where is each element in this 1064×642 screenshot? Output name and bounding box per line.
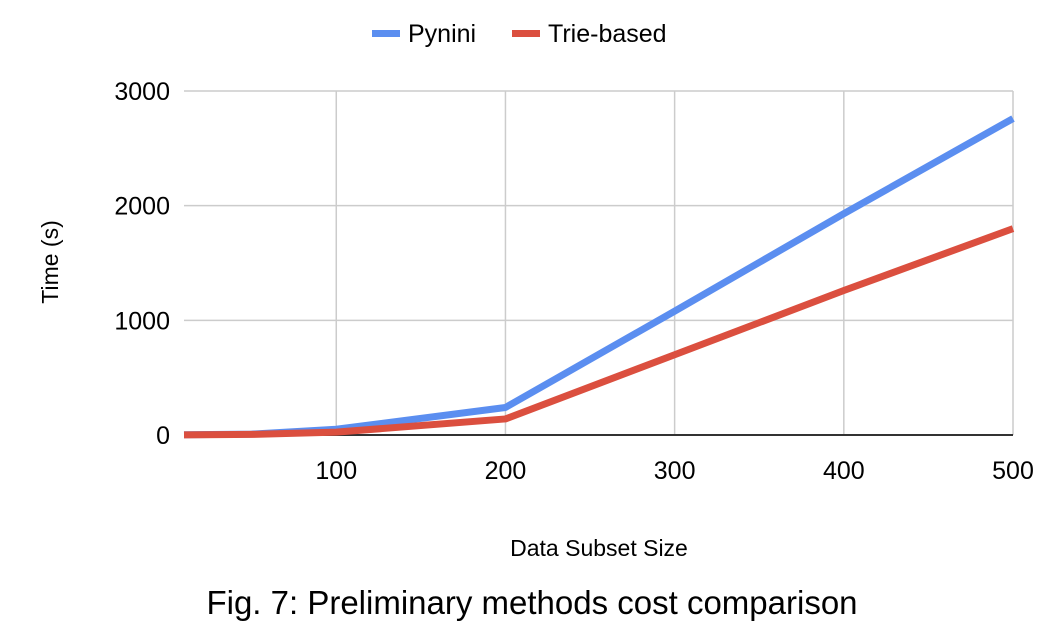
x-tick-label: 500 (992, 457, 1034, 485)
series-lines (183, 115, 1015, 439)
y-axis-ticks: 0 1000 2000 3000 (114, 78, 170, 450)
x-axis-title: Data Subset Size (510, 535, 688, 561)
series-line-trie-based (183, 225, 1015, 439)
legend-swatch (372, 30, 400, 37)
legend-label: Trie-based (548, 20, 667, 48)
grid-lines (184, 90, 1014, 435)
y-tick-label: 0 (156, 422, 170, 450)
legend-swatch (512, 30, 540, 37)
line-chart: 100 200 300 400 500 0 1000 2000 3000 Pynini Trie… (37, 20, 1034, 561)
legend-label: Pynini (408, 20, 476, 48)
y-tick-label: 1000 (114, 307, 170, 335)
y-axis-title: Time (s) (37, 220, 63, 303)
x-axis-ticks: 100 200 300 400 500 (315, 457, 1033, 485)
x-tick-label: 300 (654, 457, 696, 485)
y-tick-label: 3000 (114, 78, 170, 106)
legend: Pynini Trie-based (372, 20, 667, 48)
x-tick-label: 400 (823, 457, 865, 485)
x-tick-label: 200 (485, 457, 527, 485)
x-tick-label: 100 (315, 457, 357, 485)
figure-caption: Fig. 7: Preliminary methods cost compari… (206, 584, 858, 621)
y-tick-label: 2000 (114, 193, 170, 221)
